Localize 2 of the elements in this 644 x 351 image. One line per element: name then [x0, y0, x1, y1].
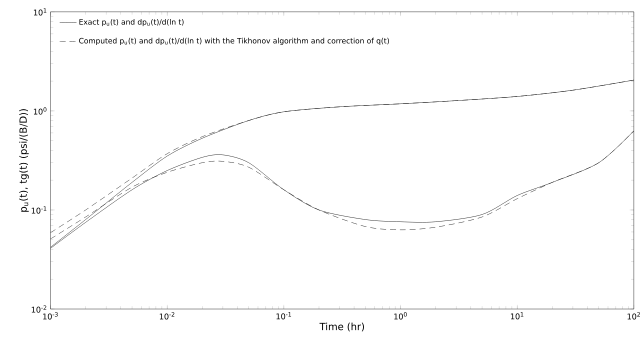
- x-axis-title: Time (hr): [320, 322, 364, 332]
- y-axis-title: p$_{u}$(t), tg(t) (psi/(B/D)): [19, 109, 29, 212]
